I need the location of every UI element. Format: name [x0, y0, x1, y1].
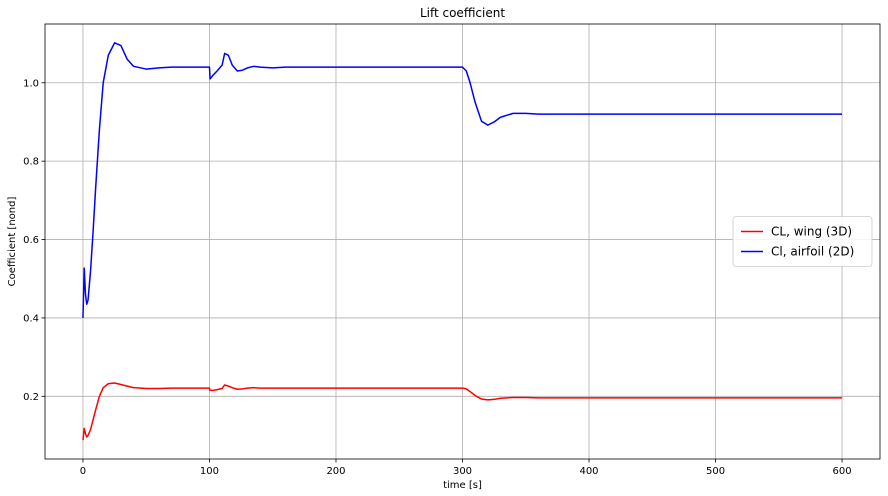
x-tick-label: 300	[453, 466, 472, 477]
series-line-1	[82, 42, 843, 318]
x-tick-label: 0	[80, 466, 86, 477]
legend-label-1: Cl, airfoil (2D)	[771, 245, 854, 259]
x-axis-label: time [s]	[443, 480, 482, 491]
y-axis-label: Coefficient [nond]	[7, 197, 18, 287]
legend-label-0: CL, wing (3D)	[771, 225, 852, 239]
y-tick-label: 0.8	[23, 157, 39, 168]
legend: CL, wing (3D) Cl, airfoil (2D)	[732, 216, 873, 267]
legend-box	[732, 216, 873, 267]
x-tick-label: 600	[832, 466, 851, 477]
y-tick-label: 0.2	[23, 392, 39, 403]
x-tick-label: 100	[200, 466, 219, 477]
y-tick-label: 0.6	[23, 235, 39, 246]
y-tick-label: 0.4	[23, 313, 39, 324]
x-tick-label: 400	[579, 466, 598, 477]
chart-title: Lift coefficient	[420, 6, 505, 20]
x-tick-label: 500	[706, 466, 725, 477]
ticks: 0 100 200 300 400 500 600 0.2 0.4 0.6 0.8 1.0	[23, 78, 851, 477]
y-tick-label: 1.0	[23, 78, 39, 89]
x-tick-label: 200	[326, 466, 345, 477]
series-line-0	[82, 382, 843, 441]
series-lines	[82, 42, 843, 441]
